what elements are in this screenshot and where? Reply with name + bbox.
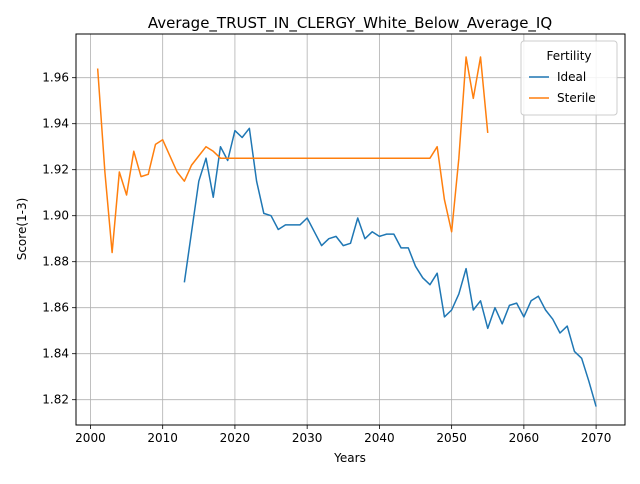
y-tick-label: 1.88: [42, 255, 69, 269]
legend-title: Fertility: [546, 49, 591, 63]
legend-box: [520, 40, 618, 116]
x-tick-label: 2060: [509, 431, 540, 445]
chart-title: Average_TRUST_IN_CLERGY_White_Below_Aver…: [148, 14, 552, 33]
x-tick-label: 2030: [292, 431, 323, 445]
series-lines: [96, 56, 597, 407]
plot-frame: [75, 33, 626, 426]
y-tick-label: 1.84: [42, 347, 69, 361]
axes: 2000 2010 2020 2030 2040 2050 2060 2070 1.82 1.84…: [42, 71, 611, 445]
legend-label-ideal: Ideal: [557, 70, 586, 84]
x-tick-label: 2040: [364, 431, 395, 445]
x-tick-label: 2020: [220, 431, 251, 445]
legend: Fertility Ideal Sterile: [520, 40, 618, 116]
x-tick-label: 2000: [75, 431, 106, 445]
y-tick-label: 1.94: [42, 117, 69, 131]
series-line-ideal: [183, 127, 597, 407]
series-line-sterile: [96, 56, 489, 254]
x-tick-label: 2050: [436, 431, 467, 445]
x-axis-label: Years: [333, 451, 366, 465]
legend-label-sterile: Sterile: [557, 91, 596, 105]
y-tick-label: 1.90: [42, 209, 69, 223]
y-tick-label: 1.86: [42, 301, 69, 315]
y-axis-label: Score(1-3): [15, 198, 29, 261]
y-tick-label: 1.92: [42, 163, 69, 177]
x-tick-label: 2010: [147, 431, 178, 445]
x-tick-label: 2070: [581, 431, 612, 445]
y-tick-label: 1.82: [42, 393, 69, 407]
y-tick-label: 1.96: [42, 71, 69, 85]
